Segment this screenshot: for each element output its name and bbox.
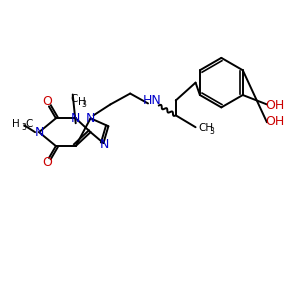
Text: N: N [34,126,44,139]
Text: H: H [13,119,20,129]
Text: H: H [78,98,86,107]
Text: C: C [25,119,32,129]
Text: 3: 3 [21,123,26,132]
Text: HN: HN [142,94,161,107]
Text: OH: OH [265,99,284,112]
Text: O: O [42,156,52,170]
Text: CH: CH [199,123,214,133]
Text: 3: 3 [82,100,86,109]
Text: N: N [86,112,95,125]
Text: C: C [70,94,77,104]
Text: N: N [100,138,109,151]
Text: N: N [71,112,80,125]
Text: 3: 3 [209,127,214,136]
Text: OH: OH [265,115,284,128]
Text: O: O [42,95,52,108]
